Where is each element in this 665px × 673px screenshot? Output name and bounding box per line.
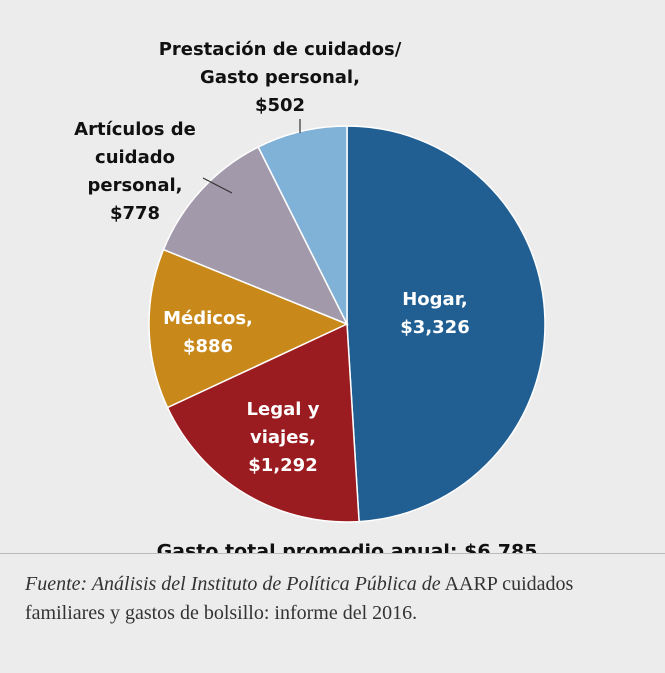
source-note: Fuente: Análisis del Instituto de Políti… (25, 570, 645, 628)
pie-slice (166, 322, 360, 523)
slice-value-label: $502 (255, 95, 305, 116)
leader-line (202, 177, 233, 194)
slice-label: Legal y (247, 399, 320, 420)
total-annotation: Gasto total promedio anual: $6,785 (157, 541, 538, 554)
pie-slice (257, 125, 348, 325)
source-normal: AARP cuidados familiares y gastos de bol… (25, 573, 574, 624)
slice-label: Médicos, (163, 308, 253, 329)
slice-label: personal, (87, 175, 182, 196)
slice-value-label: $886 (183, 336, 233, 357)
pie-slice (346, 125, 546, 523)
slice-value-label: $1,292 (248, 455, 317, 476)
slice-value-label: $3,326 (400, 317, 469, 338)
slice-label: Gasto personal, (200, 67, 360, 88)
slice-value-label: $778 (110, 203, 160, 224)
slice-label: Hogar, (402, 289, 468, 310)
slice-label: cuidado (95, 147, 175, 168)
chart: Gasto total promedio anual: $6,785 Hogar… (74, 39, 546, 563)
slice-label: Prestación de cuidados/ (159, 39, 402, 60)
divider (0, 553, 665, 554)
pie-slice (148, 248, 349, 409)
slice-label: viajes, (250, 427, 316, 448)
slice-label: Artículos de (74, 119, 196, 140)
source-italic: Fuente: Análisis del Instituto de Políti… (25, 573, 441, 595)
pie-slice (162, 146, 349, 326)
